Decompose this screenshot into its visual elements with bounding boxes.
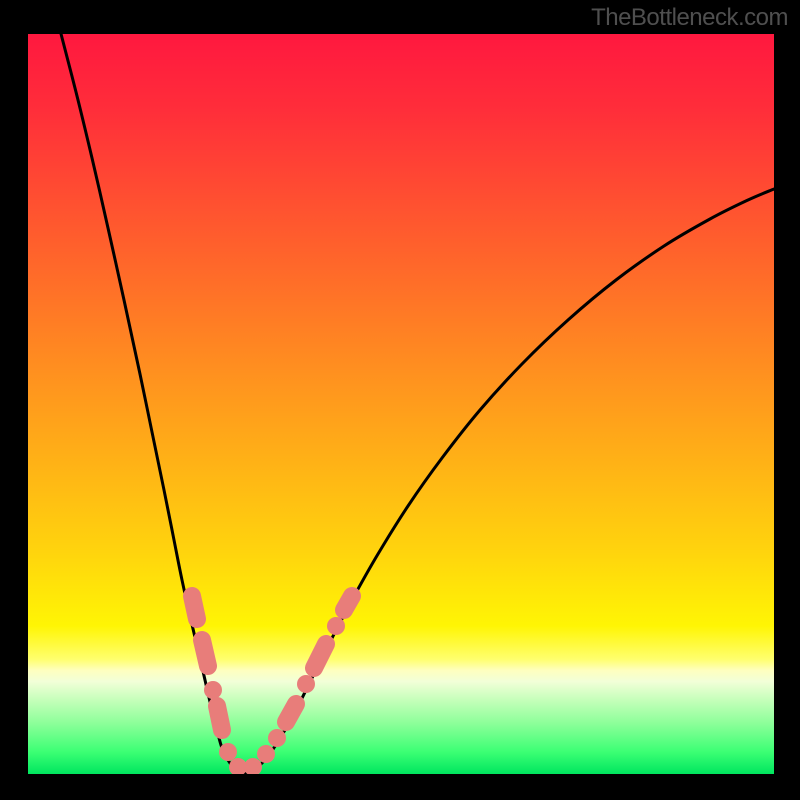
chart-canvas: TheBottleneck.com [0, 0, 800, 800]
chart-svg [0, 0, 800, 800]
watermark-label: TheBottleneck.com [591, 4, 788, 32]
